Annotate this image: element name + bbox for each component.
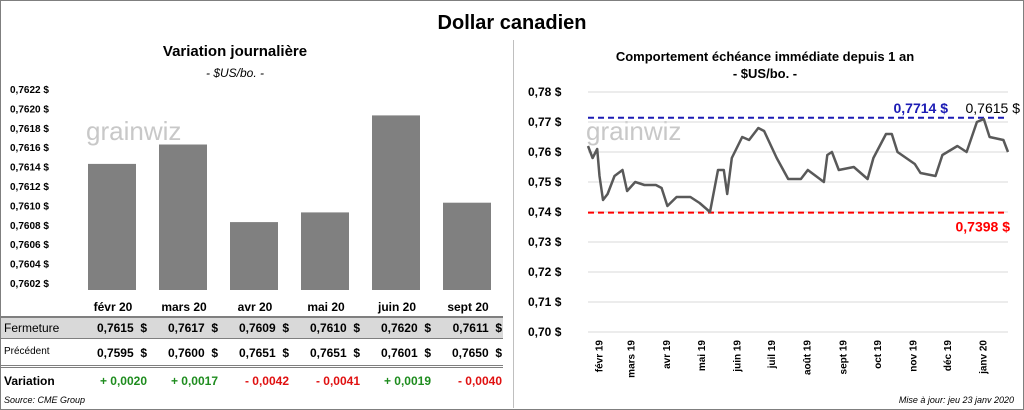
- x-tick-label: oct 19: [873, 340, 884, 369]
- y-tick-label: 0,7614 $: [10, 163, 49, 174]
- column-header: avr 20: [237, 300, 273, 314]
- y-tick-label: 0,7604 $: [10, 260, 49, 271]
- x-tick-label: déc 19: [943, 340, 954, 372]
- table-cell: 0,7651 $: [238, 346, 289, 360]
- x-tick-label: août 19: [803, 340, 814, 375]
- column-header: juin 20: [377, 300, 416, 314]
- x-tick-label: sept 19: [838, 340, 849, 375]
- table-row-fermeture: Fermeture 0,7615 $ 0,7617 $ 0,7609 $ 0,7610 …: [1, 316, 503, 339]
- x-tick-label: janv 20: [979, 340, 990, 375]
- update-note: Mise à jour: jeu 23 janv 2020: [898, 395, 1014, 405]
- y-tick-label: 0,74 $: [528, 205, 562, 219]
- left-chart-subtitle: - $US/bo. -: [205, 66, 265, 80]
- table-cell: 0,7595 $: [96, 346, 147, 360]
- x-tick-label: nov 19: [908, 340, 919, 372]
- bar-févr-20: [88, 163, 136, 290]
- y-tick-label: 0,77 $: [528, 115, 562, 129]
- column-header: févr 20: [93, 300, 133, 314]
- x-tick-label: mai 19: [697, 340, 708, 372]
- y-tick-label: 0,7620 $: [10, 104, 49, 115]
- column-header: mai 20: [307, 300, 345, 314]
- watermark-right: grainwiz: [586, 116, 681, 146]
- table-cell: + 0,0019: [383, 374, 431, 388]
- row-label: Précédent: [4, 346, 50, 357]
- bar-juin-20: [372, 115, 420, 291]
- table-cell: 0,7611 $: [452, 321, 502, 335]
- y-tick-label: 0,7616 $: [10, 143, 49, 154]
- y-tick-label: 0,76 $: [528, 145, 562, 159]
- bar-avr-20: [230, 222, 278, 290]
- x-tick-label: juin 19: [732, 340, 743, 373]
- watermark-left: grainwiz: [86, 116, 181, 146]
- y-tick-label: 0,71 $: [528, 295, 562, 309]
- page-title: Dollar canadien: [437, 12, 587, 34]
- line-chart: 0,70 $ 0,71 $ 0,72 $ 0,73 $ 0,74 $ 0,75 $ 0,76…: [528, 85, 1020, 378]
- table-cell: 0,7600 $: [167, 346, 218, 360]
- x-tick-label: févr 19: [594, 340, 605, 373]
- left-chart-title: Variation journalière: [162, 43, 308, 60]
- y-tick-label: 0,7608 $: [10, 221, 49, 232]
- x-tick-label: mars 19: [627, 340, 638, 378]
- reference-label: 0,7714 $: [894, 100, 949, 116]
- table-cell: 0,7609 $: [238, 321, 289, 335]
- y-tick-label: 0,7622 $: [10, 85, 49, 96]
- x-tick-label: avr 19: [662, 340, 673, 369]
- table-cell: 0,7650 $: [451, 346, 502, 360]
- reference-label: 0,7398 $: [956, 219, 1011, 235]
- bar-mars-20: [159, 144, 207, 290]
- right-chart-subtitle: - $US/bo. -: [732, 66, 798, 81]
- bar-sept-20: [443, 202, 491, 290]
- y-tick-label: 0,7606 $: [10, 240, 49, 251]
- table-cell: 0,7617 $: [167, 321, 218, 335]
- table-cell: 0,7601 $: [380, 346, 431, 360]
- bar-chart: 0,7602 $ 0,7604 $ 0,7606 $ 0,7608 $ 0,7610 $…: [10, 85, 491, 291]
- table-cell: + 0,0017: [170, 374, 218, 388]
- table-cell: - 0,0041: [315, 374, 360, 388]
- last-value-label: 0,7615 $: [966, 100, 1021, 116]
- panel-divider: [513, 40, 514, 408]
- row-label: Fermeture: [4, 321, 60, 335]
- price-line: [586, 117, 1010, 214]
- column-header: mars 20: [161, 300, 207, 314]
- y-tick-label: 0,7618 $: [10, 124, 49, 135]
- table-cell: + 0,0020: [99, 374, 147, 388]
- table-cell: 0,7620 $: [380, 321, 431, 335]
- y-tick-label: 0,75 $: [528, 175, 562, 189]
- table-cell: 0,7610 $: [309, 321, 360, 335]
- y-tick-label: 0,73 $: [528, 235, 562, 249]
- x-tick-label: juil 19: [767, 340, 778, 370]
- bar-mai-20: [301, 212, 349, 290]
- table-row-precedent: Précédent 0,7595 $ 0,7600 $ 0,7651 $ 0,7651 …: [1, 343, 503, 368]
- column-header: sept 20: [447, 300, 489, 314]
- y-tick-label: 0,7612 $: [10, 182, 49, 193]
- table-cell: - 0,0040: [457, 374, 502, 388]
- source-note: Source: CME Group: [4, 395, 86, 405]
- y-tick-label: 0,72 $: [528, 265, 562, 279]
- table-cell: 0,7615 $: [96, 321, 147, 335]
- right-chart-title: Comportement échéance immédiate depuis 1…: [615, 49, 915, 64]
- table-cell: - 0,0042: [244, 374, 289, 388]
- y-tick-label: 0,78 $: [528, 85, 562, 99]
- table-header: févr 20 mars 20 avr 20 mai 20 juin 20 sept 20: [1, 297, 503, 317]
- y-tick-label: 0,7610 $: [10, 201, 49, 212]
- y-tick-label: 0,7602 $: [10, 279, 49, 290]
- table-cell: 0,7651 $: [309, 346, 360, 360]
- y-tick-label: 0,70 $: [528, 325, 562, 339]
- row-label: Variation: [4, 374, 55, 388]
- table-row-variation: Variation + 0,0020 + 0,0017 - 0,0042 - 0,004…: [1, 371, 503, 391]
